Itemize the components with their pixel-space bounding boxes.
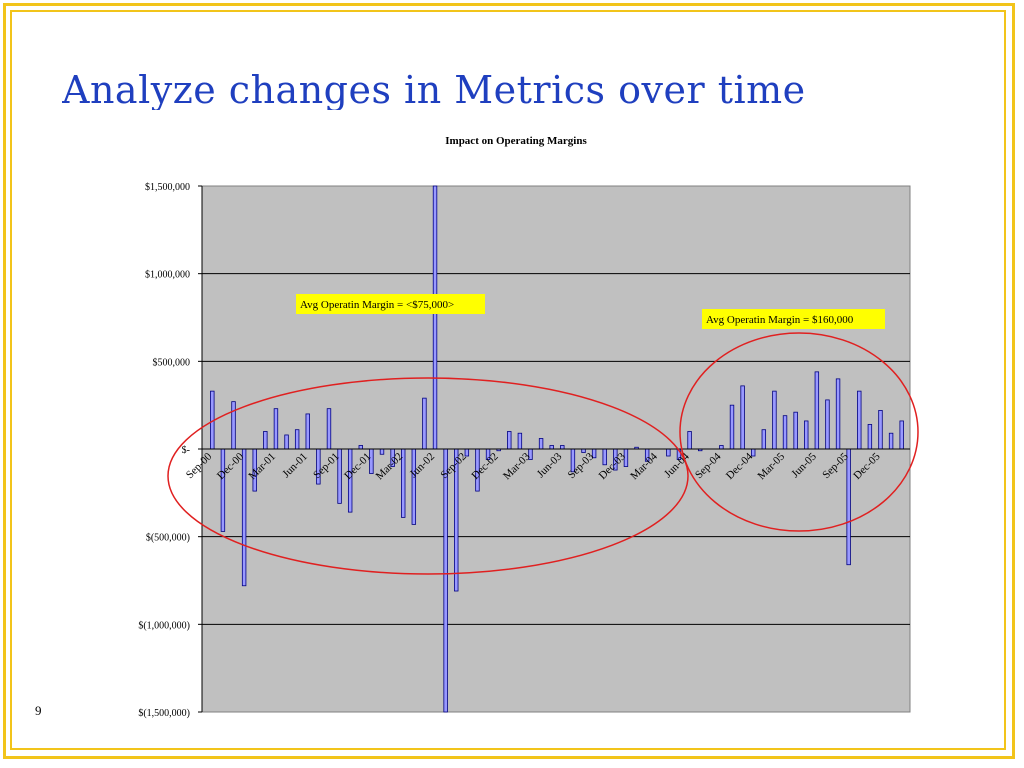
slide-frame-outer [3, 3, 1015, 759]
callout-left: Avg Operatin Margin = <$75,000> [296, 294, 485, 314]
slide-frame-inner [10, 10, 1006, 750]
callout-right: Avg Operatin Margin = $160,000 [702, 309, 885, 329]
bar [422, 397, 427, 450]
bar [687, 431, 692, 450]
bar [825, 399, 830, 450]
y-axis: $1,500,000 $1,000,000 $500,000 $- $(500,000)… [138, 182, 203, 719]
y-tick-label: $500,000 [153, 357, 191, 368]
bar [857, 390, 862, 450]
bar [443, 448, 448, 713]
bar [263, 431, 268, 450]
bar [231, 401, 236, 450]
bar [358, 445, 363, 450]
bar [772, 390, 777, 450]
bar [326, 408, 332, 450]
bar [284, 434, 289, 450]
bar [305, 413, 310, 450]
y-tick-label: $(1,500,000) [138, 708, 190, 719]
bar [411, 448, 417, 525]
bar [666, 448, 671, 457]
callout-left-box [296, 294, 485, 314]
y-tick-label: $- [182, 445, 190, 456]
bar [729, 404, 735, 450]
bar [560, 445, 565, 450]
callout-left-text: Avg Operatin Margin = <$75,000> [300, 299, 454, 311]
y-tick-label: $(1,000,000) [138, 620, 190, 631]
bar [507, 431, 512, 450]
bar [602, 448, 607, 466]
bar [878, 410, 883, 450]
callout-right-text: Avg Operatin Margin = $160,000 [706, 314, 854, 326]
bar [241, 448, 247, 587]
bar [899, 420, 904, 450]
bar [804, 420, 809, 450]
y-tick-label: $1,500,000 [145, 182, 190, 193]
bar [432, 185, 438, 450]
right-highlight-ellipse [679, 332, 919, 532]
bar [888, 432, 894, 450]
y-tick-label: $1,000,000 [145, 270, 190, 281]
bar [538, 438, 544, 450]
bar [867, 424, 873, 450]
bar [549, 445, 554, 450]
page-number: 9 [35, 703, 42, 718]
bar [517, 432, 523, 450]
y-tick-label: $(500,000) [146, 533, 190, 544]
bar [740, 385, 745, 450]
bar [379, 448, 385, 455]
bar [719, 445, 724, 450]
bar [294, 429, 300, 450]
bar [273, 408, 279, 450]
slide-title: Analyze changes in Metrics over time [62, 68, 806, 110]
bar [846, 448, 851, 566]
bar [581, 448, 586, 453]
bar [793, 411, 798, 450]
bar [782, 415, 788, 450]
bar-series [202, 185, 910, 713]
bar [464, 448, 470, 457]
bar [751, 448, 756, 457]
bar [761, 429, 767, 450]
bar [220, 448, 226, 532]
bar [814, 371, 820, 450]
callout-right-box [702, 309, 885, 329]
chart-title: Impact on Operating Margins [445, 135, 587, 147]
bar [835, 378, 841, 450]
left-highlight-ellipse [167, 377, 689, 575]
